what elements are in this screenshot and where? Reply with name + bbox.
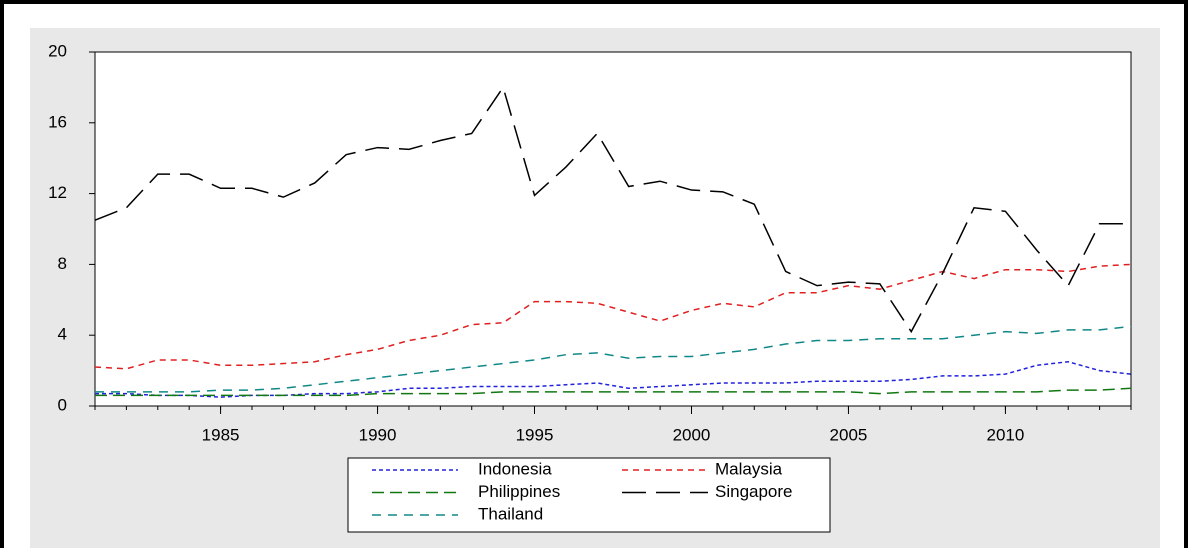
series-line (94, 263, 1132, 370)
x-tick-label: 1995 (516, 425, 554, 444)
legend (347, 457, 831, 533)
series-line (95, 325, 1132, 393)
legend-label: Thailand (478, 504, 543, 523)
series-line (95, 387, 1132, 397)
x-tick-label: 1990 (359, 425, 397, 444)
plot-border (94, 51, 1132, 407)
legend-label: Malaysia (715, 459, 783, 478)
legend-label: Indonesia (478, 459, 552, 478)
y-tick-label: 12 (48, 183, 67, 202)
x-tick-label: 2010 (987, 425, 1025, 444)
y-tick-label: 0 (58, 395, 67, 414)
x-tick-label: 1985 (202, 425, 240, 444)
y-tick-label: 4 (58, 325, 67, 344)
plot-area (95, 52, 1131, 406)
series-line (94, 85, 1131, 334)
series-line (95, 360, 1132, 398)
x-tick-label: 2000 (673, 425, 711, 444)
y-tick-label: 20 (48, 41, 67, 60)
y-tick-label: 16 (48, 112, 67, 131)
legend-label: Singapore (715, 482, 793, 501)
legend-label: Philippines (478, 482, 560, 501)
y-tick-label: 8 (58, 254, 67, 273)
x-tick-label: 2005 (830, 425, 868, 444)
